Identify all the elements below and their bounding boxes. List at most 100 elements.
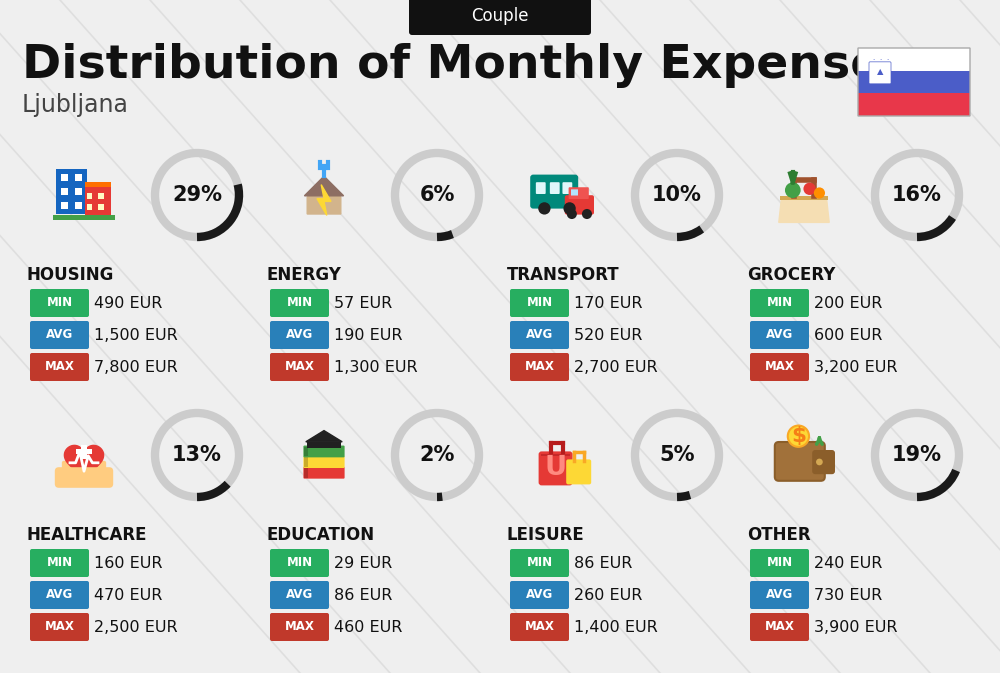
FancyBboxPatch shape	[61, 174, 68, 181]
Polygon shape	[306, 431, 342, 441]
Polygon shape	[304, 176, 344, 196]
FancyBboxPatch shape	[569, 187, 589, 199]
FancyBboxPatch shape	[539, 452, 573, 485]
Circle shape	[816, 458, 823, 465]
FancyBboxPatch shape	[55, 467, 113, 488]
Text: HOUSING: HOUSING	[27, 266, 114, 284]
Text: MIN: MIN	[526, 557, 553, 569]
Text: HEALTHCARE: HEALTHCARE	[27, 526, 148, 544]
FancyBboxPatch shape	[303, 446, 345, 458]
Text: 160 EUR: 160 EUR	[94, 555, 162, 571]
FancyBboxPatch shape	[98, 204, 104, 210]
FancyBboxPatch shape	[270, 549, 329, 577]
Text: Distribution of Monthly Expenses: Distribution of Monthly Expenses	[22, 42, 910, 87]
FancyBboxPatch shape	[56, 169, 87, 214]
Text: AVG: AVG	[766, 588, 793, 602]
Text: GROCERY: GROCERY	[747, 266, 835, 284]
Text: 600 EUR: 600 EUR	[814, 328, 882, 343]
Text: AVG: AVG	[46, 588, 73, 602]
Text: MAX: MAX	[285, 361, 314, 374]
Text: Ljubljana: Ljubljana	[22, 93, 129, 117]
Text: 16%: 16%	[892, 185, 942, 205]
FancyBboxPatch shape	[30, 289, 89, 317]
Text: 7,800 EUR: 7,800 EUR	[94, 359, 178, 374]
FancyBboxPatch shape	[775, 442, 825, 481]
Polygon shape	[779, 197, 829, 222]
FancyBboxPatch shape	[750, 581, 809, 609]
Circle shape	[814, 187, 825, 199]
FancyBboxPatch shape	[270, 289, 329, 317]
FancyBboxPatch shape	[574, 192, 579, 199]
Circle shape	[538, 203, 551, 215]
Text: MIN: MIN	[286, 297, 313, 310]
FancyBboxPatch shape	[303, 467, 345, 479]
FancyBboxPatch shape	[510, 353, 569, 381]
Polygon shape	[317, 184, 331, 215]
FancyBboxPatch shape	[858, 71, 970, 94]
FancyBboxPatch shape	[75, 188, 82, 195]
Text: 1,500 EUR: 1,500 EUR	[94, 328, 178, 343]
FancyBboxPatch shape	[53, 215, 115, 220]
FancyBboxPatch shape	[536, 182, 546, 194]
Text: 3,900 EUR: 3,900 EUR	[814, 620, 898, 635]
FancyBboxPatch shape	[85, 186, 111, 215]
FancyBboxPatch shape	[304, 447, 308, 456]
FancyBboxPatch shape	[61, 188, 68, 195]
FancyBboxPatch shape	[75, 203, 82, 209]
FancyBboxPatch shape	[510, 613, 569, 641]
Circle shape	[567, 209, 577, 219]
FancyBboxPatch shape	[750, 613, 809, 641]
FancyBboxPatch shape	[61, 203, 68, 209]
Text: $: $	[791, 426, 806, 446]
Text: MAX: MAX	[525, 621, 554, 633]
Text: 5%: 5%	[659, 445, 695, 465]
Text: 470 EUR: 470 EUR	[94, 588, 162, 602]
FancyBboxPatch shape	[270, 321, 329, 349]
FancyBboxPatch shape	[566, 460, 591, 485]
Text: 2,500 EUR: 2,500 EUR	[94, 620, 178, 635]
Text: 1,400 EUR: 1,400 EUR	[574, 620, 658, 635]
Text: MIN: MIN	[286, 557, 313, 569]
Text: MIN: MIN	[526, 297, 553, 310]
FancyBboxPatch shape	[510, 321, 569, 349]
FancyBboxPatch shape	[510, 581, 569, 609]
Text: OTHER: OTHER	[747, 526, 811, 544]
Text: TRANSPORT: TRANSPORT	[507, 266, 620, 284]
FancyBboxPatch shape	[304, 468, 308, 478]
FancyBboxPatch shape	[541, 454, 570, 456]
Text: AVG: AVG	[766, 328, 793, 341]
FancyBboxPatch shape	[75, 174, 82, 181]
Text: 10%: 10%	[652, 185, 702, 205]
FancyBboxPatch shape	[98, 193, 104, 199]
FancyBboxPatch shape	[307, 441, 341, 448]
FancyBboxPatch shape	[62, 461, 73, 475]
Text: 170 EUR: 170 EUR	[574, 295, 642, 310]
Circle shape	[788, 425, 809, 447]
Text: EDUCATION: EDUCATION	[267, 526, 375, 544]
Text: 13%: 13%	[172, 445, 222, 465]
Circle shape	[582, 209, 592, 219]
Text: 490 EUR: 490 EUR	[94, 295, 162, 310]
FancyBboxPatch shape	[858, 94, 970, 116]
Text: 730 EUR: 730 EUR	[814, 588, 882, 602]
Text: MAX: MAX	[525, 361, 554, 374]
FancyBboxPatch shape	[571, 189, 578, 196]
Text: 460 EUR: 460 EUR	[334, 620, 402, 635]
FancyBboxPatch shape	[87, 193, 92, 199]
FancyBboxPatch shape	[780, 196, 828, 200]
Text: 86 EUR: 86 EUR	[574, 555, 632, 571]
FancyBboxPatch shape	[270, 613, 329, 641]
FancyBboxPatch shape	[30, 549, 89, 577]
FancyBboxPatch shape	[87, 204, 92, 210]
Text: 19%: 19%	[892, 445, 942, 465]
FancyBboxPatch shape	[95, 461, 106, 475]
FancyBboxPatch shape	[81, 445, 87, 458]
Text: 260 EUR: 260 EUR	[574, 588, 642, 602]
FancyBboxPatch shape	[84, 461, 95, 475]
FancyBboxPatch shape	[76, 450, 92, 454]
Text: ·: ·	[879, 57, 881, 63]
FancyBboxPatch shape	[270, 353, 329, 381]
FancyBboxPatch shape	[858, 48, 970, 71]
Text: 190 EUR: 190 EUR	[334, 328, 402, 343]
Text: MIN: MIN	[46, 297, 73, 310]
